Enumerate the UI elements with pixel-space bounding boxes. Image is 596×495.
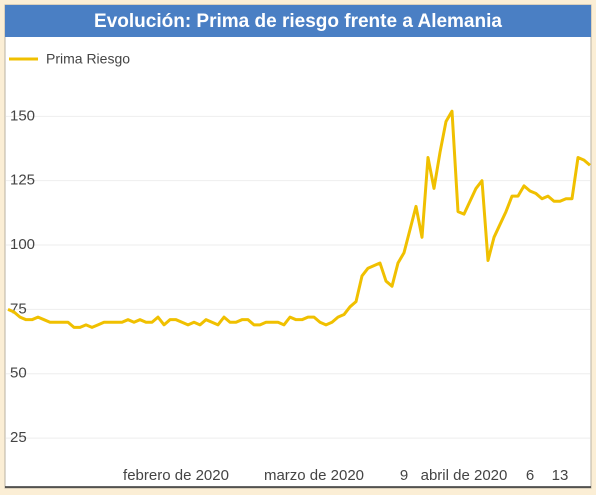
- x-tick-label: marzo de 2020: [264, 467, 364, 484]
- y-tick-label: 150: [10, 107, 35, 124]
- title-bar: [5, 5, 591, 37]
- plot-panel: [4, 4, 592, 489]
- legend-label: Prima Riesgo: [46, 51, 130, 67]
- x-tick-label: 9: [400, 467, 408, 484]
- x-tick-label: febrero de 2020: [123, 467, 229, 484]
- x-tick-label: 6: [526, 467, 534, 484]
- x-tick-label: abril de 2020: [421, 467, 508, 484]
- line-series: [7, 109, 591, 329]
- chart-title: Evolución: Prima de riesgo frente a Alem…: [94, 11, 502, 32]
- y-tick-label: 100: [10, 236, 35, 253]
- y-tick-label: 125: [10, 172, 35, 189]
- y-tick-label: 25: [10, 429, 27, 446]
- y-tick-label: 50: [10, 365, 27, 382]
- x-tick-label: 13: [552, 467, 569, 484]
